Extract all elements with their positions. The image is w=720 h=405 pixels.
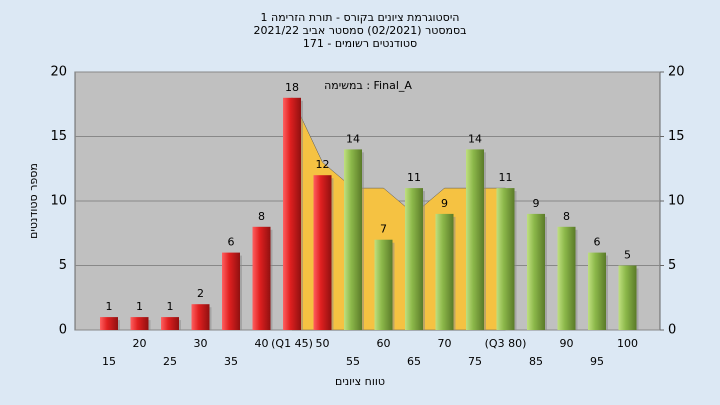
bar [527, 213, 545, 330]
x-axis-label: טווח ציונים [335, 375, 385, 388]
value-label: 2 [197, 287, 204, 300]
y-tick-label: 20 [50, 65, 67, 80]
bar [222, 252, 240, 330]
value-label: 7 [380, 223, 387, 236]
y-tick-label: 0 [59, 323, 67, 338]
title: היסטוגרמת ציונים בקורס - תורת הזרימה 1 [261, 11, 460, 24]
y2-tick-label: 0 [668, 323, 676, 338]
x-tick-label: 95 [590, 355, 604, 368]
title: בסמסטר (02/2021) סמסטר אביב 2021/22 [253, 24, 466, 37]
bar [252, 226, 271, 330]
bar [496, 188, 515, 330]
x-tick-label: 15 [102, 355, 116, 368]
value-label: 9 [533, 197, 540, 210]
title: סטודנטים רשומים - 171 [303, 37, 417, 50]
bar [588, 252, 606, 330]
x-tick-label: 30 [194, 337, 208, 350]
bar [161, 317, 179, 330]
value-label: 1 [106, 300, 113, 313]
annotation: במשימה : Final_A [324, 79, 412, 92]
x-tick-label: (Q1 45) [271, 337, 313, 350]
bar [283, 97, 301, 330]
y2-tick-label: 15 [668, 129, 685, 144]
bar [313, 175, 332, 330]
value-label: 5 [624, 249, 631, 262]
y-axis-label: מספר סטודנטים [27, 163, 40, 239]
x-tick-label: 40 [255, 337, 269, 350]
y2-tick-label: 5 [668, 258, 676, 273]
value-label: 1 [136, 300, 143, 313]
value-label: 12 [316, 158, 330, 171]
value-label: 1 [167, 300, 174, 313]
bar [344, 149, 362, 330]
x-tick-label: 75 [468, 355, 482, 368]
value-label: 11 [499, 171, 513, 184]
value-label: 8 [258, 210, 265, 223]
x-tick-label: 35 [224, 355, 238, 368]
x-tick-label: 25 [163, 355, 177, 368]
value-label: 14 [346, 132, 360, 145]
x-tick-label: (Q3 80) [485, 337, 527, 350]
value-label: 8 [563, 210, 570, 223]
x-tick-label: 50 [316, 337, 330, 350]
value-label: 18 [285, 81, 299, 94]
x-tick-label: 60 [377, 337, 391, 350]
bar [435, 213, 454, 330]
x-tick-label: 100 [617, 337, 638, 350]
value-label: 14 [468, 132, 482, 145]
x-tick-label: 55 [346, 355, 360, 368]
y2-tick-label: 10 [668, 194, 685, 209]
bar [557, 226, 576, 330]
y-tick-label: 10 [50, 194, 67, 209]
value-label: 6 [228, 236, 235, 249]
x-tick-label: 65 [407, 355, 421, 368]
x-tick-label: 70 [438, 337, 452, 350]
bar [130, 317, 149, 330]
value-label: 6 [594, 236, 601, 249]
x-tick-label: 20 [133, 337, 147, 350]
x-tick-label: 90 [560, 337, 574, 350]
x-tick-label: 85 [529, 355, 543, 368]
bar [191, 304, 210, 330]
bar [405, 188, 423, 330]
y-tick-label: 5 [59, 258, 67, 273]
value-label: 11 [407, 171, 421, 184]
y2-tick-label: 20 [668, 65, 685, 80]
y-tick-label: 15 [50, 129, 67, 144]
value-label: 9 [441, 197, 448, 210]
bar [374, 239, 393, 330]
bar [618, 265, 637, 330]
bar [100, 317, 118, 330]
bar [466, 149, 484, 330]
